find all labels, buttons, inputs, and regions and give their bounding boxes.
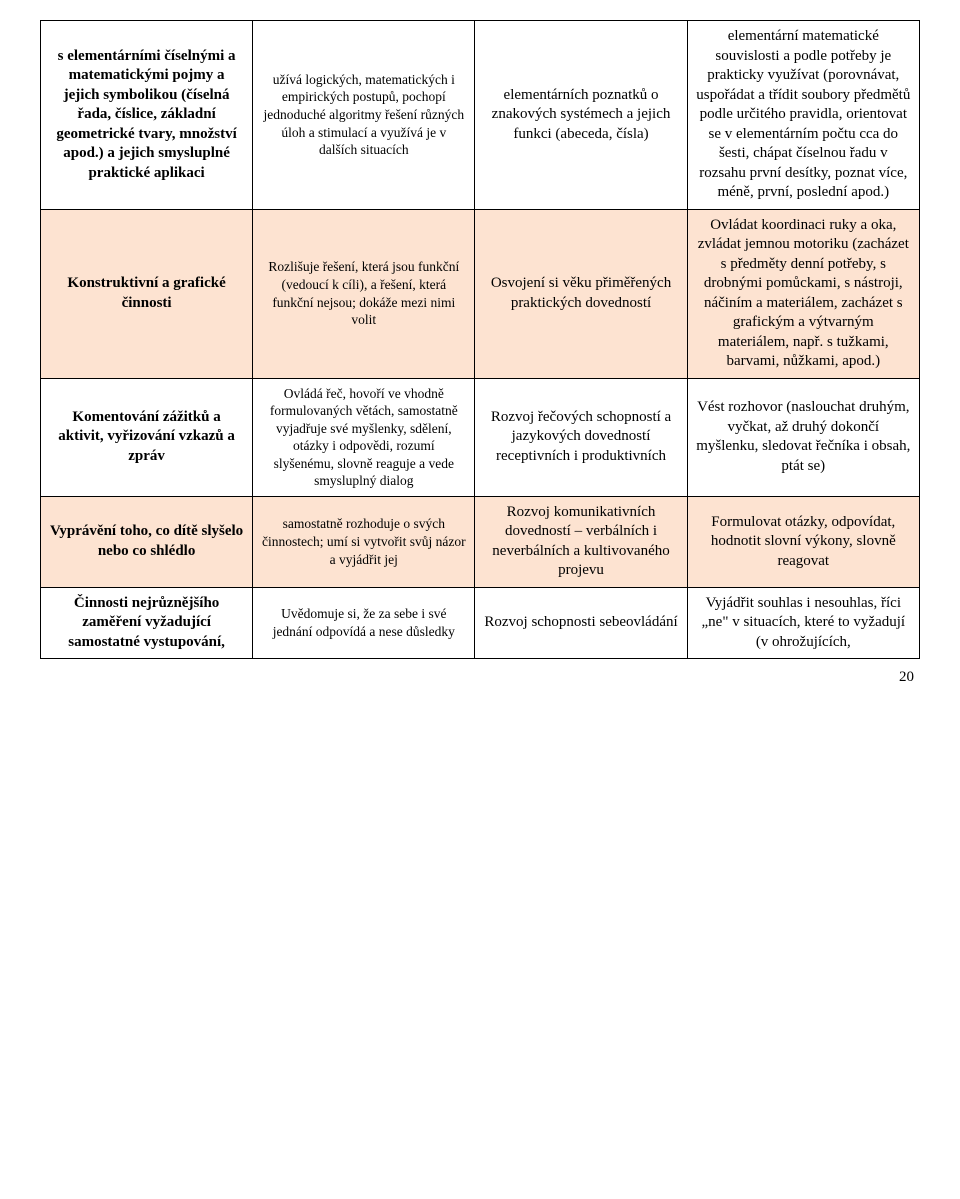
cell-col3: elementárních poznatků o znakových systé… [475, 21, 687, 210]
cell-col1: s elementárními číselnými a matematickým… [41, 21, 253, 210]
cell-col1: Konstruktivní a grafické činnosti [41, 209, 253, 378]
table-row: s elementárními číselnými a matematickým… [41, 21, 920, 210]
cell-col4: Formulovat otázky, odpovídat, hodnotit s… [687, 496, 919, 587]
cell-col1: Vyprávění toho, co dítě slyšelo nebo co … [41, 496, 253, 587]
cell-col3: Rozvoj řečových schopností a jazykových … [475, 378, 687, 496]
cell-col4: Ovládat koordinaci ruky a oka, zvládat j… [687, 209, 919, 378]
cell-col1: Činnosti nejrůznějšího zaměření vyžadují… [41, 587, 253, 659]
cell-col4: Vést rozhovor (naslouchat druhým, vyčkat… [687, 378, 919, 496]
cell-col2: Rozlišuje řešení, která jsou funkční (ve… [253, 209, 475, 378]
table-row: Vyprávění toho, co dítě slyšelo nebo co … [41, 496, 920, 587]
page-number: 20 [40, 659, 920, 686]
cell-col3: Rozvoj komunikativních dovedností – verb… [475, 496, 687, 587]
cell-col2: Ovládá řeč, hovoří ve vhodně formulovaný… [253, 378, 475, 496]
cell-col4: Vyjádřit souhlas i nesouhlas, říci „ne" … [687, 587, 919, 659]
table-row: Konstruktivní a grafické činnosti Rozliš… [41, 209, 920, 378]
cell-col2: samostatně rozhoduje o svých činnostech;… [253, 496, 475, 587]
cell-col2: užívá logických, matematických i empiric… [253, 21, 475, 210]
cell-col3: Rozvoj schopnosti sebeovládání [475, 587, 687, 659]
table-row: Činnosti nejrůznějšího zaměření vyžadují… [41, 587, 920, 659]
cell-col2: Uvědomuje si, že za sebe i své jednání o… [253, 587, 475, 659]
cell-col1: Komentování zážitků a aktivit, vyřizován… [41, 378, 253, 496]
cell-col3: Osvojení si věku přiměřených praktických… [475, 209, 687, 378]
table-row: Komentování zážitků a aktivit, vyřizován… [41, 378, 920, 496]
cell-col4: elementární matematické souvislosti a po… [687, 21, 919, 210]
curriculum-table: s elementárními číselnými a matematickým… [40, 20, 920, 659]
